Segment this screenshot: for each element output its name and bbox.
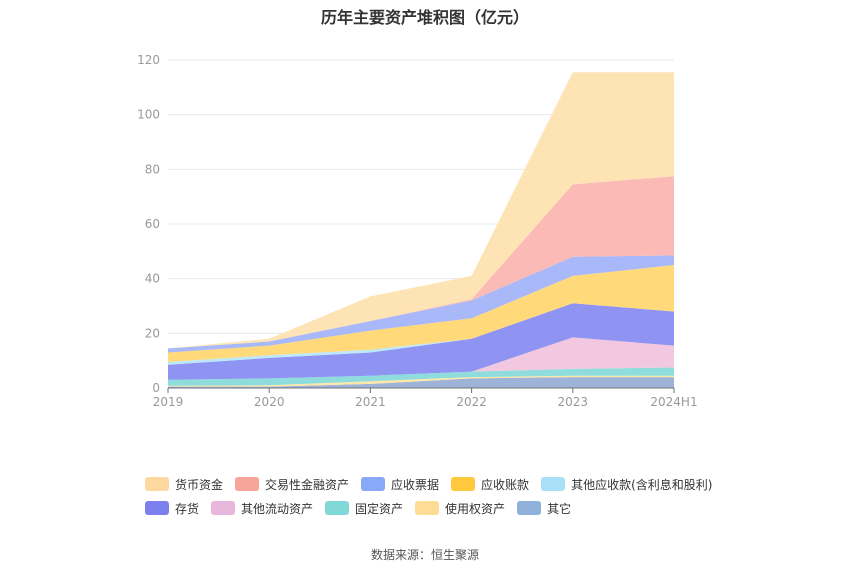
area-series <box>168 265 674 362</box>
legend-item[interactable]: 使用权资产 <box>415 500 505 517</box>
x-tick-label: 2022 <box>456 395 487 409</box>
legend-swatch <box>145 477 169 491</box>
x-tick-label: 2019 <box>153 395 184 409</box>
legend-label: 其他应收款(含利息和股利) <box>571 477 713 492</box>
y-tick-label: 100 <box>137 108 160 122</box>
y-tick-label: 0 <box>152 381 160 395</box>
source-note: 数据来源：恒生聚源 <box>370 548 479 562</box>
area-series <box>168 72 674 349</box>
x-tick-label: 2021 <box>355 395 386 409</box>
legend-swatch <box>451 477 476 491</box>
legend-label: 固定资产 <box>355 501 404 516</box>
x-tick-label: 2024H1 <box>650 395 697 409</box>
legend-swatch <box>361 477 386 491</box>
area-layer <box>168 72 674 388</box>
legend-label: 货币资金 <box>175 477 224 492</box>
legend-item[interactable]: 其他应收款(含利息和股利) <box>541 476 712 493</box>
legend-label: 应收账款 <box>481 477 530 492</box>
x-tick-label: 2023 <box>558 395 589 409</box>
legend-item[interactable]: 货币资金 <box>145 476 223 493</box>
legend-swatch <box>235 477 260 491</box>
y-tick-label: 40 <box>145 272 160 286</box>
legend-label: 存货 <box>175 501 200 516</box>
legend: 货币资金 交易性金融资产 应收票据 应收账款 其他应收款(含利息和股利) 存货 其他流动资… <box>145 472 765 520</box>
legend-label: 交易性金融资产 <box>265 477 350 492</box>
area-series <box>168 337 674 380</box>
legend-item[interactable]: 其他流动资产 <box>211 500 313 517</box>
y-tick-label: 80 <box>145 162 160 176</box>
legend-swatch <box>517 501 542 515</box>
axis-layer: 0 20 40 60 80 100 120 2019 2020 2021 2022 2023 2024H… <box>137 53 698 409</box>
area-series <box>168 176 674 349</box>
legend-swatch <box>415 501 440 515</box>
legend-item[interactable]: 存货 <box>145 500 199 517</box>
legend-item[interactable]: 其它 <box>517 500 571 517</box>
area-series <box>168 375 674 387</box>
chart-title: 历年主要资产堆积图（亿元） <box>320 8 529 27</box>
legend-swatch <box>145 501 169 515</box>
area-series <box>168 367 674 386</box>
legend-item[interactable]: 应收票据 <box>361 476 439 493</box>
legend-item[interactable]: 固定资产 <box>325 500 403 517</box>
area-series <box>168 303 674 365</box>
legend-item[interactable]: 应收账款 <box>451 476 529 493</box>
legend-swatch <box>325 501 350 515</box>
legend-label: 使用权资产 <box>445 501 506 516</box>
legend-item[interactable]: 交易性金融资产 <box>235 476 349 493</box>
stacked-area-chart: 0 20 40 60 80 100 120 2019 2020 2021 2022 2023 2024H… <box>137 53 698 409</box>
legend-row-2: 存货 其他流动资产 固定资产 使用权资产 其它 <box>145 496 765 520</box>
area-series <box>168 255 674 353</box>
legend-label: 其它 <box>547 501 572 516</box>
y-tick-label: 20 <box>145 326 160 340</box>
area-series <box>168 377 674 388</box>
legend-swatch <box>541 477 566 491</box>
legend-label: 应收票据 <box>391 477 440 492</box>
legend-label: 其他流动资产 <box>241 501 314 516</box>
x-tick-label: 2020 <box>254 395 285 409</box>
y-tick-label: 60 <box>145 217 160 231</box>
area-series <box>168 303 674 380</box>
legend-swatch <box>211 501 236 515</box>
legend-row-1: 货币资金 交易性金融资产 应收票据 应收账款 其他应收款(含利息和股利) <box>145 472 765 496</box>
y-tick-label: 120 <box>137 53 160 67</box>
